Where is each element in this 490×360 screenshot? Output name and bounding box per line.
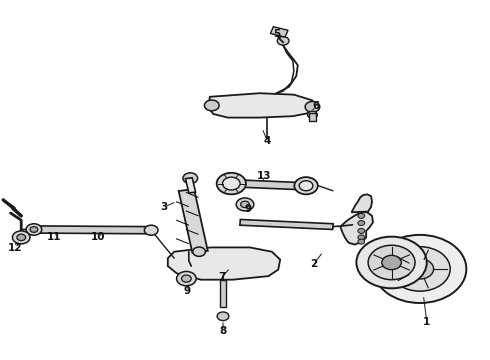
- Circle shape: [358, 221, 365, 226]
- Text: 13: 13: [257, 171, 272, 181]
- Text: 8: 8: [220, 325, 227, 336]
- Circle shape: [236, 198, 254, 211]
- Polygon shape: [351, 194, 372, 212]
- Circle shape: [204, 100, 219, 111]
- Text: 7: 7: [219, 272, 226, 282]
- Circle shape: [358, 239, 365, 244]
- Circle shape: [183, 173, 197, 184]
- Circle shape: [277, 37, 289, 45]
- Polygon shape: [309, 113, 316, 121]
- Polygon shape: [240, 180, 309, 190]
- Polygon shape: [185, 178, 196, 193]
- Circle shape: [358, 213, 365, 219]
- Circle shape: [222, 177, 240, 190]
- Circle shape: [181, 275, 191, 282]
- Circle shape: [193, 247, 205, 256]
- Polygon shape: [220, 280, 226, 307]
- Text: 2: 2: [310, 259, 317, 269]
- Circle shape: [26, 224, 42, 235]
- Polygon shape: [208, 93, 314, 118]
- Text: 9: 9: [245, 204, 251, 214]
- Text: 12: 12: [8, 243, 23, 253]
- Circle shape: [373, 235, 466, 303]
- Polygon shape: [340, 212, 373, 244]
- Polygon shape: [179, 189, 208, 253]
- Circle shape: [358, 228, 365, 233]
- Circle shape: [145, 225, 158, 235]
- Circle shape: [176, 271, 196, 286]
- Circle shape: [17, 234, 25, 240]
- Text: 6: 6: [312, 102, 319, 112]
- Text: 3: 3: [161, 202, 168, 212]
- Circle shape: [305, 102, 320, 112]
- Polygon shape: [240, 220, 333, 229]
- Text: 11: 11: [47, 232, 62, 242]
- Circle shape: [217, 312, 229, 320]
- Circle shape: [241, 201, 249, 208]
- Circle shape: [382, 255, 401, 270]
- Circle shape: [368, 245, 415, 280]
- Circle shape: [356, 237, 427, 288]
- Circle shape: [294, 177, 318, 194]
- Circle shape: [217, 173, 246, 194]
- Text: 5: 5: [273, 29, 280, 39]
- Circle shape: [299, 181, 313, 191]
- Text: 1: 1: [423, 317, 430, 327]
- Text: 4: 4: [263, 136, 270, 145]
- Circle shape: [406, 259, 434, 279]
- Circle shape: [358, 235, 365, 240]
- Polygon shape: [32, 226, 151, 234]
- Circle shape: [390, 247, 450, 291]
- Circle shape: [308, 111, 318, 118]
- Text: 9: 9: [184, 286, 191, 296]
- Polygon shape: [270, 27, 288, 37]
- Circle shape: [30, 226, 38, 232]
- Text: 10: 10: [91, 232, 106, 242]
- Circle shape: [12, 231, 30, 244]
- Polygon shape: [168, 247, 280, 280]
